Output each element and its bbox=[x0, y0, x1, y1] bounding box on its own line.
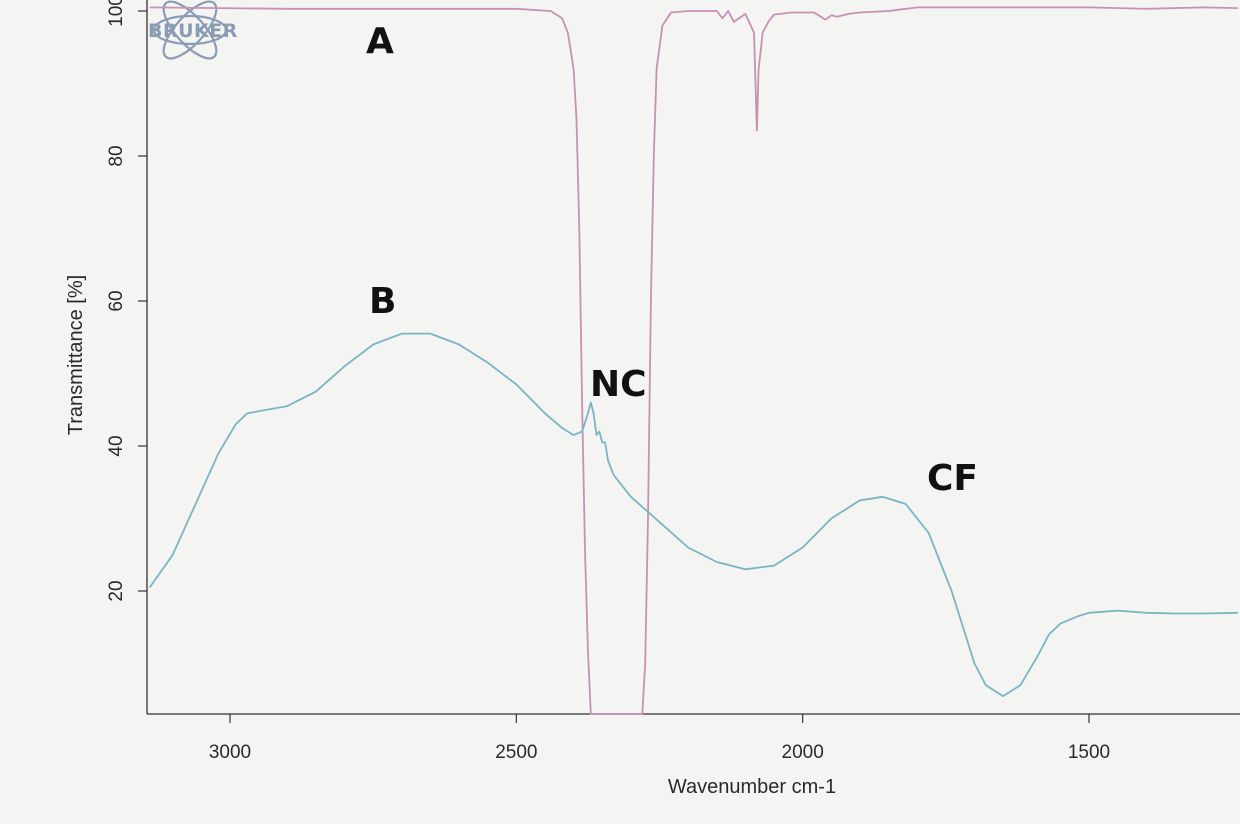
x-tick-label: 3000 bbox=[209, 742, 251, 763]
y-tick-label: 20 bbox=[106, 580, 127, 601]
y-tick-label: 40 bbox=[106, 435, 127, 456]
annotation-a: A bbox=[366, 21, 394, 62]
y-axis-ticks: 20 40 60 80 100 bbox=[106, 0, 147, 602]
x-tick-label: 2500 bbox=[495, 742, 537, 763]
y-axis-title: Transmittance [%] bbox=[65, 275, 87, 435]
bruker-logo: BRUKER bbox=[148, 0, 238, 60]
y-tick-label: 80 bbox=[106, 145, 127, 166]
bruker-logo-text: BRUKER bbox=[148, 20, 238, 42]
annotation-nc: NC bbox=[590, 364, 647, 405]
series-layer bbox=[149, 6, 1238, 715]
y-tick-label: 100 bbox=[106, 0, 127, 27]
x-tick-label: 2000 bbox=[782, 742, 824, 763]
x-tick-label: 1500 bbox=[1068, 742, 1110, 763]
x-axis-title: Wavenumber cm-1 bbox=[668, 776, 836, 798]
series-line-b bbox=[149, 332, 1238, 697]
y-tick-label: 60 bbox=[106, 290, 127, 311]
x-axis-ticks: 3000 2500 2000 1500 bbox=[209, 714, 1110, 763]
series-line-a bbox=[149, 6, 1238, 715]
annotation-b: B bbox=[369, 281, 396, 322]
annotation-cf: CF bbox=[927, 458, 978, 499]
